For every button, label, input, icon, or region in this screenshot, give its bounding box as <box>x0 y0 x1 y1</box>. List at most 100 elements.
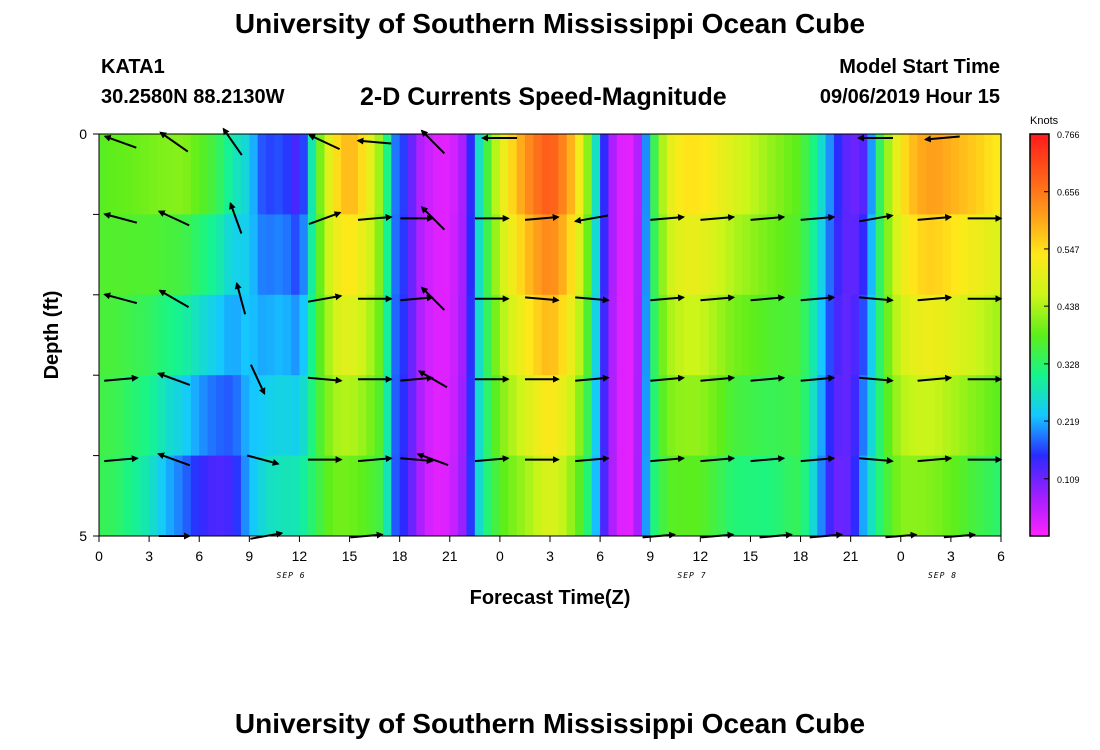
current-vector <box>859 296 894 304</box>
heatmap-cell <box>775 294 785 376</box>
heatmap-cell <box>257 214 267 296</box>
heatmap-cell <box>157 294 167 376</box>
heatmap-cell <box>767 214 777 296</box>
heatmap-cell <box>157 214 167 296</box>
current-vector <box>104 374 139 382</box>
heatmap-cell <box>959 134 969 215</box>
heatmap-cell <box>99 375 108 457</box>
heatmap-cell <box>884 455 894 536</box>
heatmap-cell <box>800 134 810 215</box>
heatmap-cell <box>708 134 718 215</box>
heatmap-cell <box>374 375 384 457</box>
heatmap-cell <box>449 134 459 215</box>
heatmap-cell <box>850 214 860 296</box>
heatmap-cell <box>950 134 960 215</box>
heatmap-cell <box>324 134 334 215</box>
heatmap-cell <box>416 214 426 296</box>
heatmap-cell <box>291 134 301 215</box>
heatmap-cell <box>967 294 977 376</box>
heatmap-cell <box>558 134 568 215</box>
heatmap-cell <box>558 294 568 376</box>
heatmap-cell <box>917 134 927 215</box>
heatmap-cell <box>917 214 927 296</box>
heatmap-cell <box>566 375 576 457</box>
heatmap-cell <box>984 214 994 296</box>
heatmap-cell <box>658 294 668 376</box>
heatmap-cell <box>232 214 242 296</box>
heatmap-cell <box>758 455 768 536</box>
heatmap-cell <box>458 455 468 536</box>
heatmap-cell <box>700 375 710 457</box>
heatmap-cell <box>566 294 576 376</box>
heatmap-cell <box>508 455 518 536</box>
heatmap-cell <box>483 294 493 376</box>
heatmap-cell <box>316 134 326 215</box>
heatmap-cell <box>541 375 551 457</box>
heatmap-cell <box>316 455 326 536</box>
heatmap-cell <box>708 214 718 296</box>
heatmap-cell <box>433 375 443 457</box>
heatmap-cell <box>783 294 793 376</box>
heatmap-cell <box>99 294 108 376</box>
heatmap-cell <box>800 375 810 457</box>
heatmap-cell <box>124 375 134 457</box>
heatmap-cell <box>424 134 434 215</box>
heatmap-cell <box>240 214 250 296</box>
heatmap-cell <box>224 375 234 457</box>
current-vector <box>246 454 280 466</box>
heatmap-cell <box>99 455 108 536</box>
heatmap-cell <box>884 375 894 457</box>
x-tick-label: 9 <box>245 548 253 564</box>
heatmap-cell <box>875 294 885 376</box>
heatmap-cell <box>900 455 910 536</box>
colorbar-unit-label: Knots <box>1030 115 1059 127</box>
heatmap-cell <box>433 455 443 536</box>
heatmap-cell <box>725 455 735 536</box>
heatmap-cell <box>625 455 635 536</box>
heatmap-cell <box>950 214 960 296</box>
heatmap-cell <box>124 214 134 296</box>
heatmap-cell <box>717 214 726 296</box>
current-vector <box>249 364 266 396</box>
current-vector <box>800 374 836 382</box>
heatmap-cell <box>199 294 209 376</box>
heatmap-cell <box>132 455 142 536</box>
heatmap-cell <box>641 294 651 376</box>
heatmap-cell <box>742 375 752 457</box>
heatmap-cell <box>833 455 843 536</box>
current-vector <box>700 455 736 463</box>
heatmap-cell <box>792 294 802 376</box>
heatmap-cell <box>474 134 484 215</box>
heatmap-cell <box>157 455 167 536</box>
current-vector <box>103 134 137 149</box>
heatmap-cell <box>825 214 835 296</box>
heatmap-cell <box>249 455 259 536</box>
current-vector <box>650 455 685 463</box>
heatmap-cell <box>633 455 643 536</box>
heatmap-cell <box>767 455 777 536</box>
heatmap-cell <box>374 455 384 536</box>
heatmap-cell <box>967 455 977 536</box>
heatmap-cell <box>99 134 108 215</box>
heatmap-cell <box>449 455 459 536</box>
heatmap-cell <box>875 214 885 296</box>
heatmap-cell <box>591 375 601 457</box>
current-vector <box>222 127 243 156</box>
current-vector <box>103 292 138 305</box>
heatmap-cell <box>867 214 877 296</box>
heatmap-cell <box>808 214 818 296</box>
heatmap-cell <box>357 294 367 376</box>
heatmap-cell <box>508 214 518 296</box>
heatmap-cell <box>917 455 927 536</box>
heatmap-cell <box>165 294 175 376</box>
heatmap-cell <box>767 294 777 376</box>
heatmap-cell <box>566 134 576 215</box>
heatmap-cell <box>683 294 693 376</box>
heatmap-cell <box>783 214 793 296</box>
heatmap-cell <box>266 455 275 536</box>
heatmap-cell <box>641 214 651 296</box>
heatmap-cell <box>950 455 960 536</box>
heatmap-cell <box>533 294 543 376</box>
heatmap-cell <box>474 375 484 457</box>
heatmap-cell <box>733 214 743 296</box>
